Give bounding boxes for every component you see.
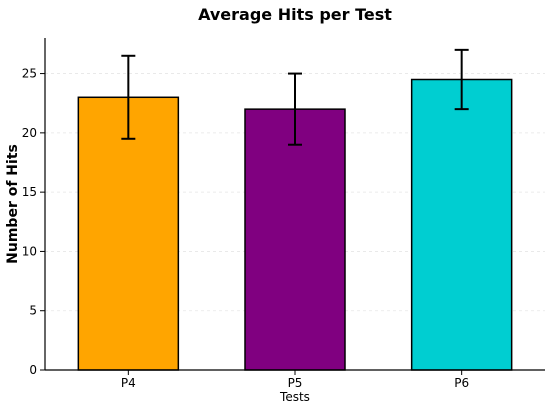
x-tick-label: P6 bbox=[454, 376, 469, 390]
y-tick-label: 5 bbox=[29, 304, 37, 318]
bar-p4 bbox=[77, 96, 180, 371]
x-axis-label: Tests bbox=[279, 390, 310, 404]
y-tick-label: 15 bbox=[22, 185, 37, 199]
y-tick-label: 20 bbox=[22, 126, 37, 140]
x-tick-label: P4 bbox=[121, 376, 136, 390]
y-tick-label: 10 bbox=[22, 244, 37, 258]
error-bars bbox=[121, 48, 469, 146]
y-tick-label: 25 bbox=[22, 67, 37, 81]
chart-title: Average Hits per Test bbox=[198, 5, 392, 24]
y-tick-label: 0 bbox=[29, 363, 37, 377]
bar-p6 bbox=[410, 78, 513, 371]
y-ticks: 0 5 10 15 20 25 bbox=[22, 67, 45, 377]
bar-p5 bbox=[244, 108, 346, 371]
x-ticks: P4 P5 P6 bbox=[121, 370, 469, 390]
y-axis-label: Number of Hits bbox=[5, 144, 21, 264]
x-tick-label: P5 bbox=[288, 376, 303, 390]
bars bbox=[77, 78, 513, 371]
